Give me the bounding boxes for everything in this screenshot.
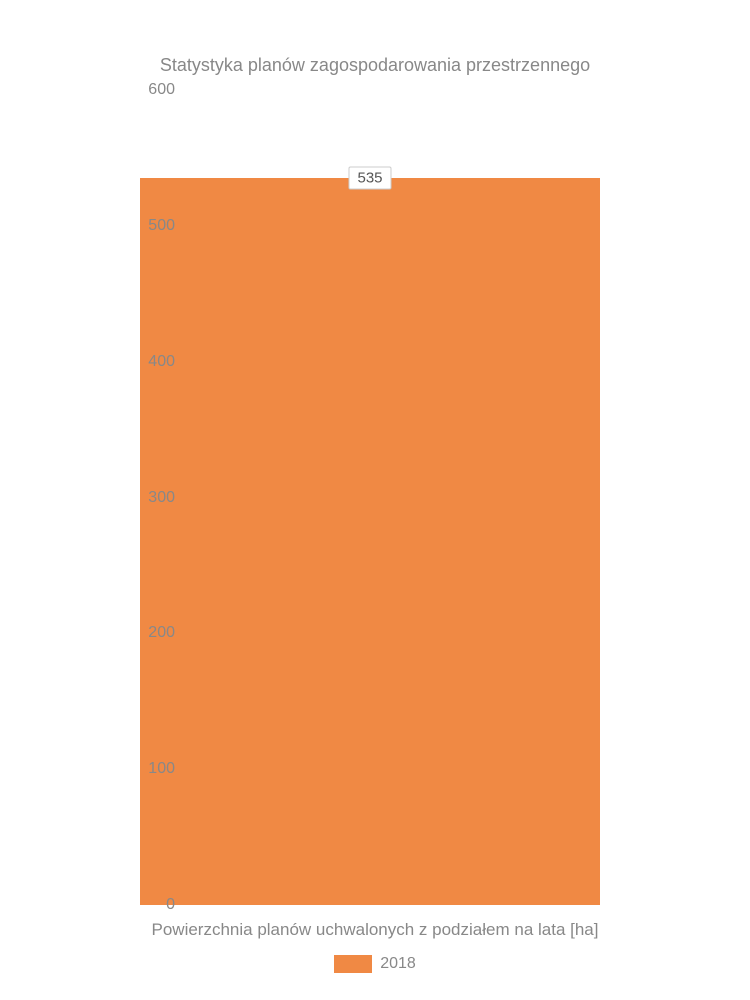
y-tick-label: 400 <box>115 353 175 371</box>
y-tick-label: 200 <box>115 624 175 642</box>
y-tick-label: 300 <box>115 489 175 507</box>
y-tick-label: 100 <box>115 760 175 778</box>
y-tick-label: 0 <box>115 896 175 914</box>
y-tick-label: 500 <box>115 217 175 235</box>
y-tick-label: 600 <box>115 81 175 99</box>
bar <box>140 178 599 905</box>
x-axis-label: Powierzchnia planów uchwalonych z podzia… <box>0 920 750 940</box>
legend-label: 2018 <box>380 955 416 973</box>
chart-title: Statystyka planów zagospodarowania przes… <box>0 55 750 76</box>
legend: 2018 <box>0 955 750 973</box>
chart-container: Statystyka planów zagospodarowania przes… <box>0 0 750 1000</box>
legend-swatch <box>334 955 372 973</box>
bar-value-label: 535 <box>348 167 391 190</box>
